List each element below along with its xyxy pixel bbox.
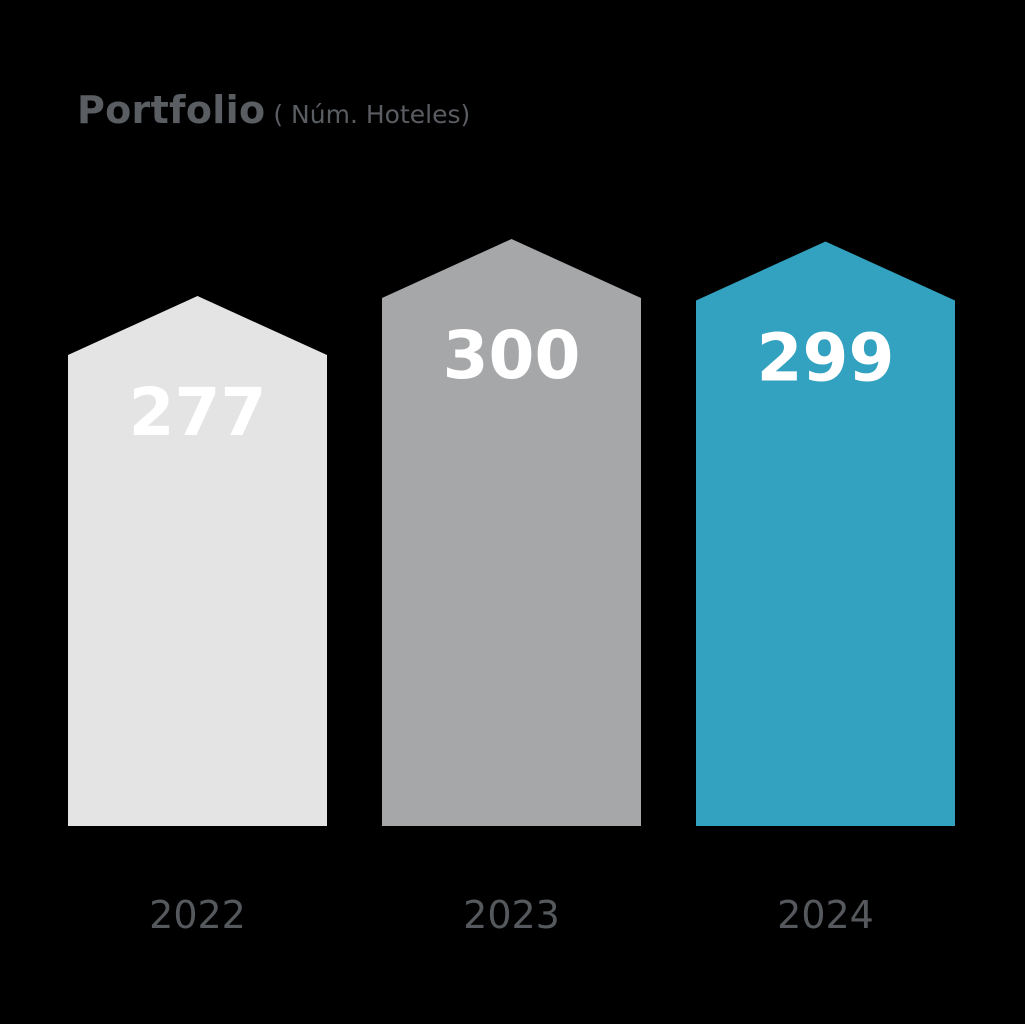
category-label-2023: 2023	[463, 893, 560, 937]
value-label-2022: 277	[129, 374, 267, 451]
category-label-2024: 2024	[777, 893, 874, 937]
chart-title-main: Portfolio	[77, 88, 266, 132]
category-label-2022: 2022	[149, 893, 246, 937]
value-label-2024: 299	[757, 319, 895, 396]
chart-subtitle: ( Núm. Hoteles)	[273, 100, 471, 129]
bar-2023	[382, 239, 641, 826]
chart-title: Portfolio( Núm. Hoteles)	[77, 88, 470, 132]
value-labels-group: 277 300 299	[129, 317, 895, 451]
bar-2022	[68, 296, 327, 826]
bars-group	[68, 239, 955, 826]
value-label-2023: 300	[443, 317, 581, 394]
bar-2024	[696, 241, 955, 826]
year-labels-group: 2022 2023 2024	[149, 893, 874, 937]
